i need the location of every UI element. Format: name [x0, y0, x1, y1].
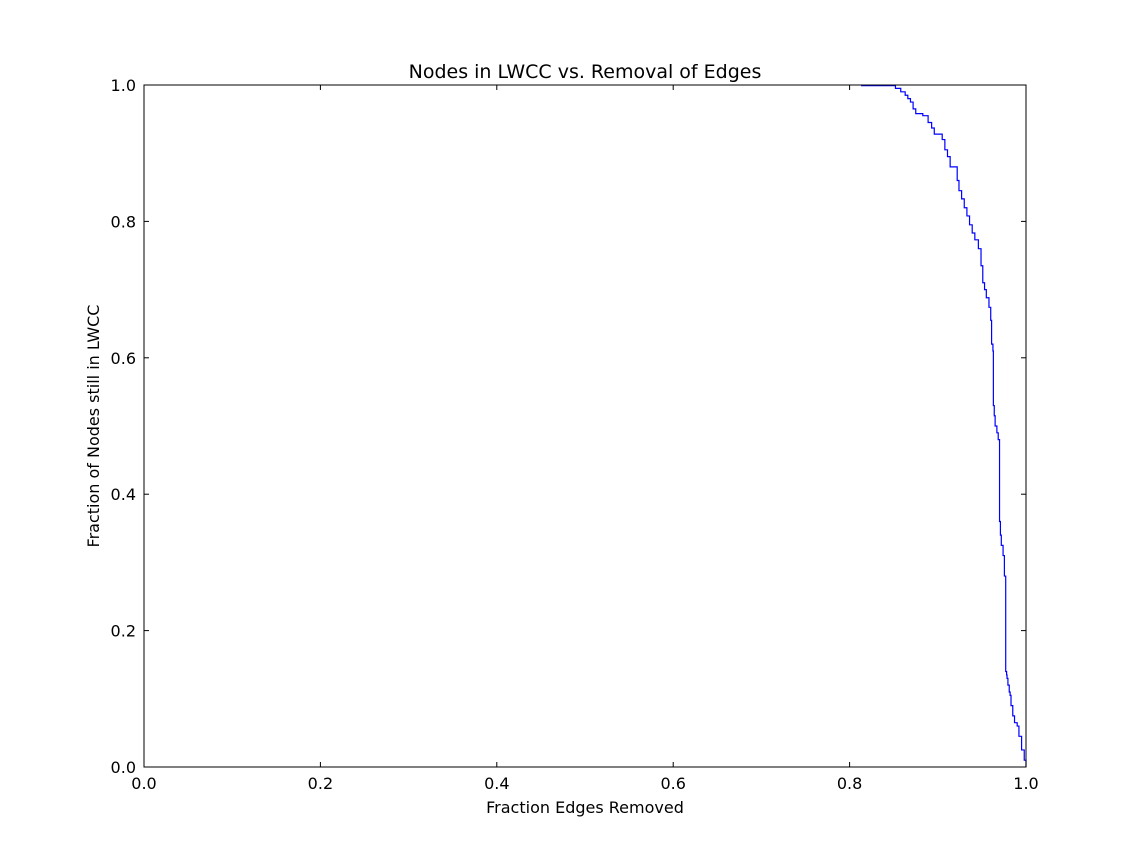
x-tick-label: 0.0 [131, 774, 156, 793]
y-tick-label: 1.0 [111, 76, 136, 95]
x-tick-label: 0.4 [484, 774, 509, 793]
x-axis-label: Fraction Edges Removed [486, 798, 684, 817]
y-tick-label: 0.6 [111, 349, 136, 368]
x-tick-label: 0.6 [660, 774, 685, 793]
x-axis: 0.0 0.2 0.4 0.6 0.8 1.0 [131, 85, 1039, 793]
x-tick-label: 0.8 [837, 774, 862, 793]
y-tick-label: 0.8 [111, 212, 136, 231]
series-line [861, 85, 1027, 767]
plot-area [861, 85, 1027, 767]
y-tick-label: 0.4 [111, 485, 136, 504]
y-axis-label: Fraction of Nodes still in LWCC [84, 305, 103, 548]
axes-frame [143, 84, 1027, 768]
chart-title: Nodes in LWCC vs. Removal of Edges [409, 61, 762, 83]
x-tick-label: 0.2 [308, 774, 333, 793]
y-tick-label: 0.0 [111, 758, 136, 777]
y-tick-label: 0.2 [111, 622, 136, 641]
x-tick-label: 1.0 [1013, 774, 1038, 793]
y-axis: 0.0 0.2 0.4 0.6 0.8 1.0 [111, 76, 1026, 777]
